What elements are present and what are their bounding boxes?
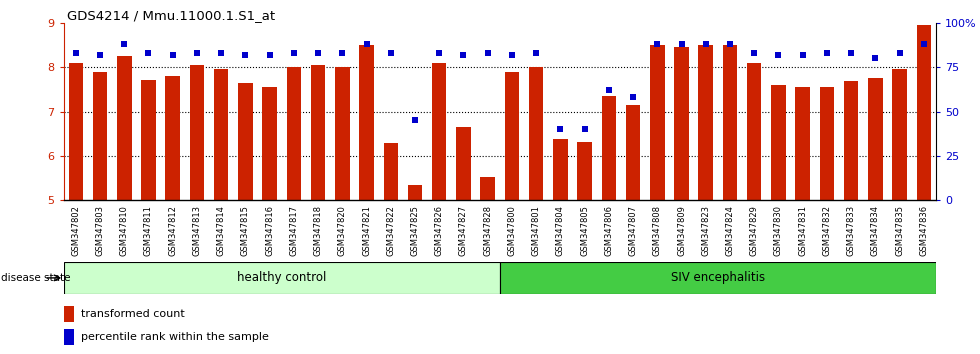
Bar bbox=[69, 63, 83, 200]
Bar bbox=[771, 85, 786, 200]
Bar bbox=[311, 65, 325, 200]
Bar bbox=[141, 80, 156, 200]
Bar bbox=[500, 262, 936, 294]
Bar bbox=[626, 105, 640, 200]
Bar bbox=[166, 76, 180, 200]
Bar bbox=[456, 127, 470, 200]
Bar bbox=[286, 67, 301, 200]
Bar bbox=[602, 96, 616, 200]
Bar bbox=[577, 143, 592, 200]
Bar bbox=[699, 45, 713, 200]
Bar bbox=[747, 63, 761, 200]
Bar bbox=[650, 45, 664, 200]
Bar bbox=[117, 56, 131, 200]
Bar bbox=[408, 184, 422, 200]
Text: transformed count: transformed count bbox=[80, 309, 184, 319]
Bar bbox=[360, 45, 373, 200]
Text: percentile rank within the sample: percentile rank within the sample bbox=[80, 332, 269, 342]
Bar bbox=[868, 78, 883, 200]
Bar bbox=[238, 83, 253, 200]
Bar bbox=[674, 47, 689, 200]
Text: SIV encephalitis: SIV encephalitis bbox=[670, 272, 765, 284]
Bar bbox=[432, 63, 447, 200]
Bar bbox=[553, 139, 567, 200]
Bar bbox=[335, 67, 350, 200]
Bar bbox=[892, 69, 907, 200]
Bar bbox=[796, 87, 809, 200]
Bar bbox=[64, 306, 74, 321]
Bar bbox=[214, 69, 228, 200]
Text: healthy control: healthy control bbox=[237, 272, 326, 284]
Bar bbox=[190, 65, 204, 200]
Bar bbox=[93, 72, 107, 200]
Bar bbox=[529, 67, 543, 200]
Bar bbox=[64, 262, 500, 294]
Bar bbox=[819, 87, 834, 200]
Bar bbox=[383, 143, 398, 200]
Bar bbox=[505, 72, 519, 200]
Bar bbox=[722, 45, 737, 200]
Bar bbox=[844, 80, 858, 200]
Text: GDS4214 / Mmu.11000.1.S1_at: GDS4214 / Mmu.11000.1.S1_at bbox=[67, 9, 274, 22]
Bar bbox=[64, 329, 74, 345]
Bar bbox=[263, 87, 277, 200]
Text: disease state: disease state bbox=[1, 273, 71, 283]
Bar bbox=[916, 25, 931, 200]
Bar bbox=[480, 177, 495, 200]
